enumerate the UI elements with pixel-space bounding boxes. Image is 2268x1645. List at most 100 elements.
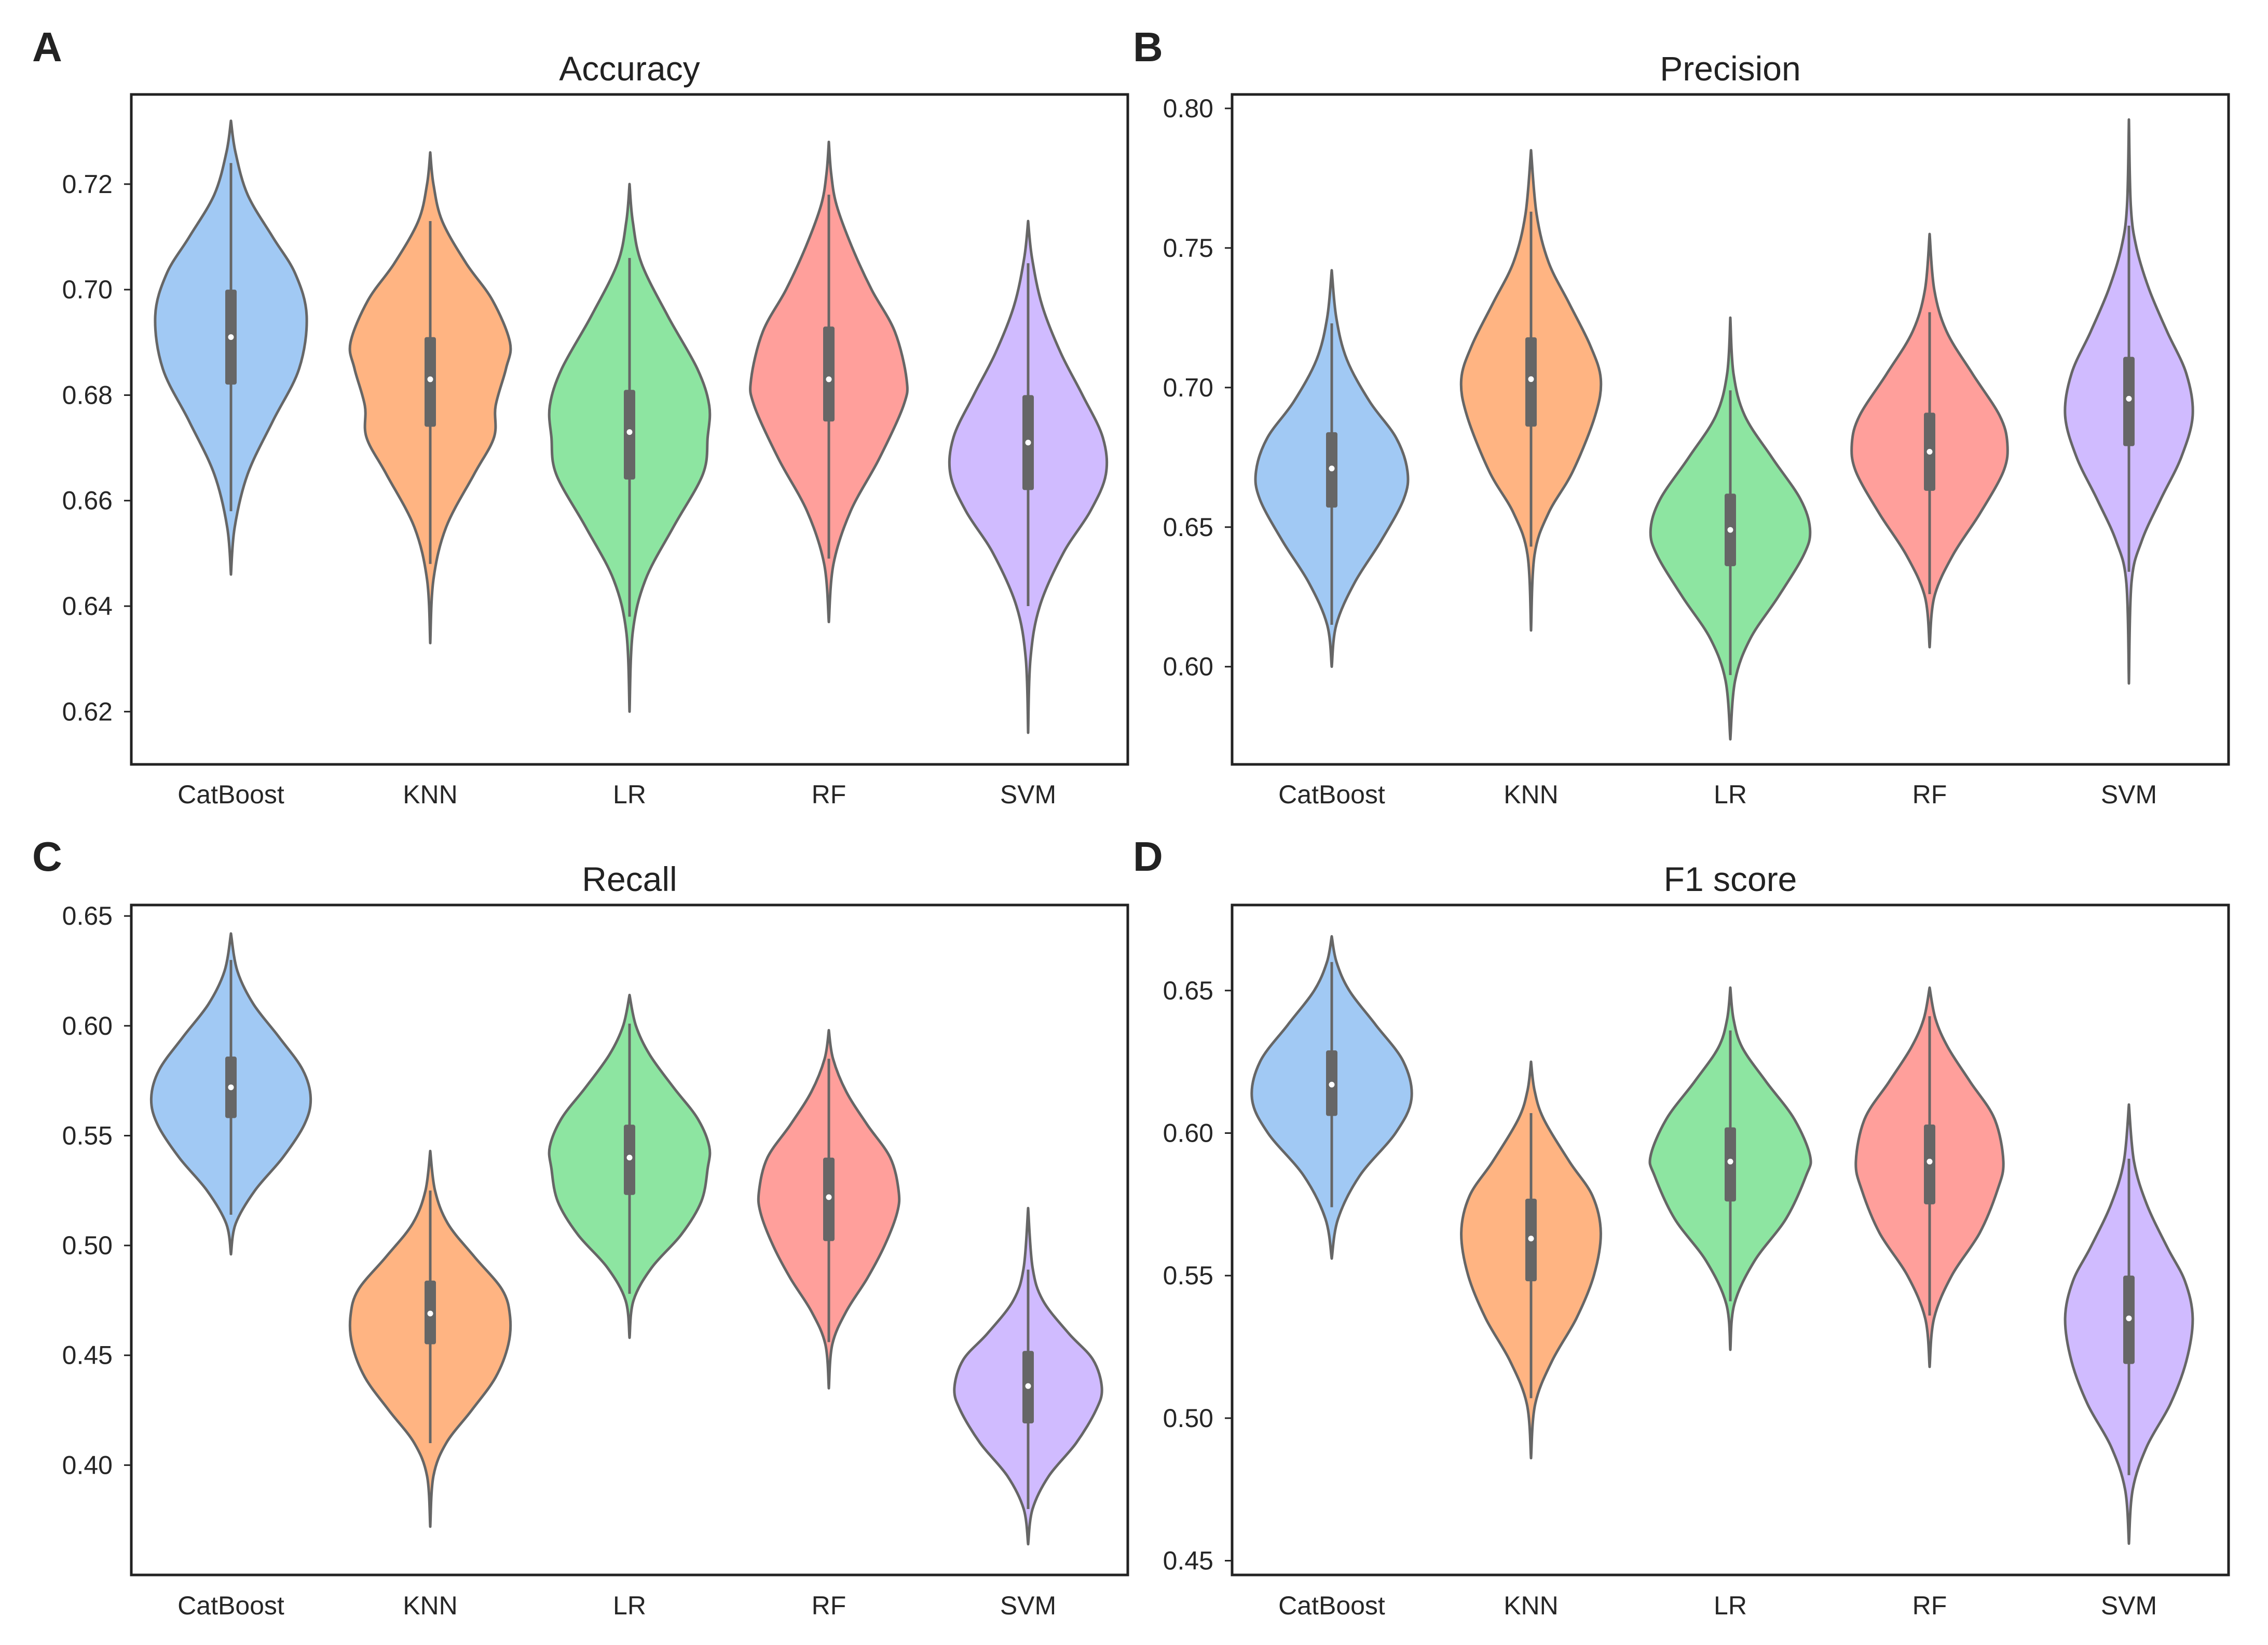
violin-lr xyxy=(1649,316,1812,741)
violin-svm xyxy=(2064,1103,2194,1545)
violin-catboost xyxy=(1250,935,1413,1260)
y-tick-label: 0.60 xyxy=(62,1011,113,1040)
violin-catboost xyxy=(1254,269,1410,668)
violin-lr xyxy=(1648,986,1812,1351)
violin-median-rf xyxy=(1927,1158,1933,1164)
violin-catboost xyxy=(154,119,308,576)
y-tick-label: 0.45 xyxy=(62,1341,113,1370)
violin-knn xyxy=(348,151,512,645)
violin-rf xyxy=(749,141,909,623)
violin-median-lr xyxy=(626,1155,633,1161)
x-tick-label-lr: LR xyxy=(613,1591,646,1620)
y-tick-label: 0.70 xyxy=(1163,373,1213,402)
panel-c-x-axis: CatBoost KNN LR RF SVM xyxy=(177,1591,1056,1620)
y-tick-label: 0.62 xyxy=(62,697,113,726)
y-tick-label: 0.65 xyxy=(1163,513,1213,542)
x-tick-label-svm: SVM xyxy=(2101,780,2157,809)
violin-median-catboost xyxy=(1329,465,1335,472)
panel-label-a: A xyxy=(32,24,62,70)
y-tick-label: 0.55 xyxy=(62,1121,113,1150)
x-tick-label-knn: KNN xyxy=(403,780,458,809)
x-tick-label-svm: SVM xyxy=(1000,780,1056,809)
x-tick-label-svm: SVM xyxy=(2101,1591,2157,1620)
x-tick-label-knn: KNN xyxy=(403,1591,458,1620)
x-tick-label-rf: RF xyxy=(812,1591,846,1620)
panel-label-c: C xyxy=(32,833,62,880)
y-tick-label: 0.68 xyxy=(62,380,113,409)
y-tick-label: 0.64 xyxy=(62,592,113,621)
violin-median-knn xyxy=(427,376,433,382)
x-tick-label-catboost: CatBoost xyxy=(1278,780,1385,809)
y-tick-label: 0.70 xyxy=(62,275,113,304)
violin-median-lr xyxy=(1727,1158,1733,1164)
x-tick-label-svm: SVM xyxy=(1000,1591,1056,1620)
violin-rf xyxy=(1850,232,2009,649)
violin-rf xyxy=(1854,986,2005,1368)
y-tick-label: 0.50 xyxy=(1163,1404,1213,1433)
panel-a-violins xyxy=(154,119,1109,734)
x-tick-label-lr: LR xyxy=(613,780,646,809)
panel-d-violins xyxy=(1250,935,2194,1545)
x-tick-label-lr: LR xyxy=(1714,780,1747,809)
violin-median-catboost xyxy=(1329,1081,1335,1088)
y-tick-label: 0.60 xyxy=(1163,652,1213,681)
y-tick-label: 0.40 xyxy=(62,1450,113,1479)
panel-label-b: B xyxy=(1133,24,1163,70)
panel-d-title: F1 score xyxy=(1664,860,1797,898)
panel-b-y-axis: 0.60 0.65 0.70 0.75 0.80 xyxy=(1163,94,1232,681)
violin-rf xyxy=(757,1029,901,1390)
panel-b-title: Precision xyxy=(1660,49,1800,88)
panel-a-y-axis: 0.62 0.64 0.66 0.68 0.70 0.72 xyxy=(62,170,131,726)
violin-median-svm xyxy=(2126,1315,2132,1322)
x-tick-label-rf: RF xyxy=(1912,780,1947,809)
x-tick-label-rf: RF xyxy=(1912,1591,1947,1620)
panel-c-title: Recall xyxy=(582,860,677,898)
violin-median-catboost xyxy=(228,334,234,340)
panel-c-frame xyxy=(130,903,1129,1577)
violin-knn xyxy=(1460,1060,1602,1460)
violin-svm xyxy=(948,220,1109,734)
violin-median-knn xyxy=(427,1310,433,1317)
violin-median-knn xyxy=(1528,1236,1534,1242)
x-tick-label-knn: KNN xyxy=(1504,780,1559,809)
panel-a-title: Accuracy xyxy=(559,49,700,88)
panel-c-y-axis: 0.40 0.45 0.50 0.55 0.60 0.65 xyxy=(62,901,131,1479)
violin-knn xyxy=(1459,149,1603,632)
panel-b-frame xyxy=(1231,93,2230,766)
y-tick-label: 0.45 xyxy=(1163,1546,1213,1575)
violin-median-lr xyxy=(626,429,633,435)
violin-median-knn xyxy=(1528,376,1534,382)
y-tick-label: 0.50 xyxy=(62,1231,113,1260)
y-tick-label: 0.80 xyxy=(1163,94,1213,123)
violin-median-svm xyxy=(2126,395,2132,402)
y-tick-label: 0.66 xyxy=(62,486,113,515)
y-tick-label: 0.72 xyxy=(62,170,113,199)
y-tick-label: 0.65 xyxy=(1163,976,1213,1005)
violin-median-rf xyxy=(1927,449,1933,455)
panel-d-y-axis: 0.45 0.50 0.55 0.60 0.65 xyxy=(1163,976,1232,1575)
violin-iqr-rf xyxy=(823,326,835,422)
panel-c: C Recall 0.40 0.45 0.50 0.55 0.60 0.65 CatBoo… xyxy=(32,833,1129,1620)
y-tick-label: 0.65 xyxy=(62,901,113,930)
panel-a-x-axis: CatBoost KNN LR RF SVM xyxy=(177,780,1056,809)
x-tick-label-rf: RF xyxy=(812,780,846,809)
violin-lr xyxy=(548,183,712,713)
panel-c-violins xyxy=(149,932,1103,1546)
violin-median-lr xyxy=(1727,527,1733,533)
violin-median-catboost xyxy=(228,1084,234,1090)
panel-d-frame xyxy=(1231,903,2230,1577)
panel-a-frame xyxy=(130,93,1129,766)
x-tick-label-lr: LR xyxy=(1714,1591,1747,1620)
x-tick-label-catboost: CatBoost xyxy=(177,1591,284,1620)
panel-b-x-axis: CatBoost KNN LR RF SVM xyxy=(1278,780,2157,809)
violin-median-svm xyxy=(1025,1383,1031,1389)
violin-median-rf xyxy=(826,376,832,382)
panel-b: B Precision 0.60 0.65 0.70 0.75 0.80 CatBoos… xyxy=(1133,24,2230,809)
y-tick-label: 0.75 xyxy=(1163,234,1213,263)
y-tick-label: 0.60 xyxy=(1163,1118,1213,1147)
panel-a: A Accuracy 0.62 0.64 0.66 0.68 0.70 0.72 CatB… xyxy=(32,24,1129,809)
violin-lr xyxy=(548,994,712,1339)
violin-svm xyxy=(2064,118,2194,685)
violin-catboost xyxy=(149,932,312,1256)
